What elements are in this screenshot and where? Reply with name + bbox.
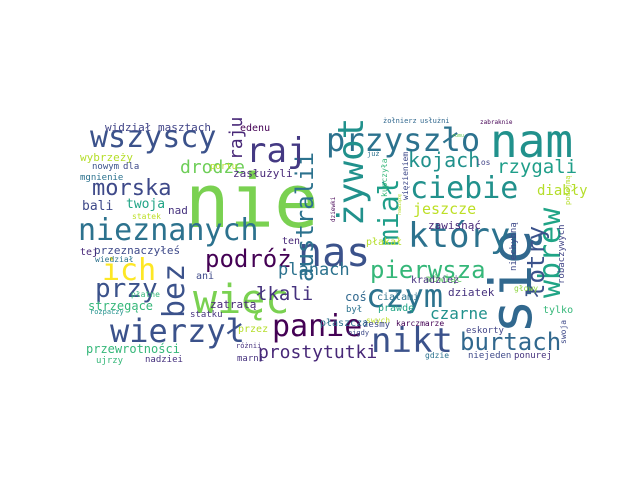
word: marni	[237, 354, 265, 364]
word: strzegące	[88, 299, 154, 313]
word: zasłużyli	[233, 167, 293, 180]
word: był	[346, 305, 363, 315]
word: kojach	[408, 148, 481, 172]
word: nowym	[92, 162, 120, 172]
word: nas	[298, 230, 371, 276]
word: podejmą	[564, 175, 572, 205]
word: łkali	[256, 283, 314, 305]
word: coś	[345, 290, 367, 304]
word: płatne	[131, 290, 160, 299]
word: żeśmy	[363, 320, 391, 330]
word: płakał	[366, 237, 403, 248]
word: czarne	[430, 304, 488, 323]
word: już	[367, 150, 380, 158]
word: czym	[366, 277, 444, 315]
word: niejeden	[468, 351, 512, 361]
word: prostytutki	[258, 342, 378, 363]
word: burtach	[460, 328, 562, 356]
word: bali	[82, 199, 114, 214]
word: żołnierz	[383, 117, 417, 125]
word: ponurej	[514, 351, 552, 361]
word: tylko	[543, 305, 574, 316]
word: panie	[272, 309, 363, 344]
word: twoja	[126, 197, 166, 212]
word: diabły	[537, 183, 588, 199]
word: przewrotności	[86, 342, 180, 356]
word: niechybną	[509, 222, 519, 271]
word: bez	[157, 263, 192, 318]
word: ciebie	[410, 171, 519, 206]
word: wierzył	[110, 312, 245, 350]
word: dziatek	[448, 286, 495, 299]
word: karczmarze	[396, 319, 445, 328]
word: los	[476, 158, 491, 167]
word: statek	[132, 212, 161, 221]
word: płaszcza	[320, 318, 369, 329]
word: więzieniem	[401, 151, 410, 200]
word: swych	[366, 316, 391, 325]
word: nad	[168, 204, 188, 217]
word: zatratą	[210, 298, 257, 311]
word: ani	[196, 271, 215, 282]
word: robaczywych	[557, 224, 567, 284]
word: nam	[490, 114, 574, 168]
word: przy	[95, 274, 158, 304]
word: dziewki	[330, 196, 337, 222]
word: nigdy	[348, 329, 370, 337]
word: przeznaczyłeś	[94, 244, 181, 257]
word: zabraknie	[480, 119, 513, 126]
word: jeszcze	[413, 200, 477, 218]
word: rozpaczy	[90, 308, 124, 316]
word: ciałami	[377, 292, 420, 303]
word: ujrzy	[96, 356, 124, 366]
word: statku	[190, 310, 223, 320]
word: morska	[92, 176, 172, 201]
word: edenu	[240, 123, 271, 134]
word: przyszło	[326, 121, 481, 159]
word: wszyscy	[90, 120, 217, 155]
word: zawisnąć	[428, 219, 481, 232]
word: ich	[102, 253, 157, 288]
word: nadziei	[145, 355, 183, 365]
word: ten	[282, 236, 301, 247]
word: różnii	[236, 342, 262, 350]
word: portu	[210, 162, 238, 172]
word: masztach	[158, 121, 211, 134]
word: wiedział	[95, 255, 134, 264]
word: który	[408, 216, 511, 256]
word: mówiąc	[426, 274, 463, 285]
word: nawiązę	[397, 193, 403, 215]
word: głowy	[514, 284, 539, 293]
word: przez	[238, 324, 269, 335]
word: mgnienie	[80, 173, 124, 183]
word: żywot	[331, 117, 372, 226]
word: dla	[123, 162, 140, 172]
word: kradzież	[411, 275, 460, 286]
word: nikt	[371, 321, 453, 361]
word: tej	[80, 247, 99, 258]
word: swoja	[559, 319, 568, 344]
word: kupczyła	[380, 158, 389, 197]
word: rumu	[452, 133, 465, 139]
word: podróż	[205, 245, 292, 273]
word: nie	[185, 159, 319, 245]
word: gdzie	[425, 351, 450, 360]
word: rzygali	[497, 156, 578, 178]
word: raj	[246, 131, 308, 171]
word: drodze	[180, 157, 246, 178]
word: wybrzeży	[80, 151, 133, 164]
word: prawdę	[378, 303, 415, 314]
word: więc	[193, 277, 290, 323]
word: planach	[278, 260, 350, 280]
word: nieznanych	[78, 213, 259, 248]
word: eskorty	[466, 326, 504, 336]
word: usłużni	[420, 117, 450, 125]
word: widział	[105, 121, 152, 134]
word: pierwsza	[370, 256, 486, 284]
